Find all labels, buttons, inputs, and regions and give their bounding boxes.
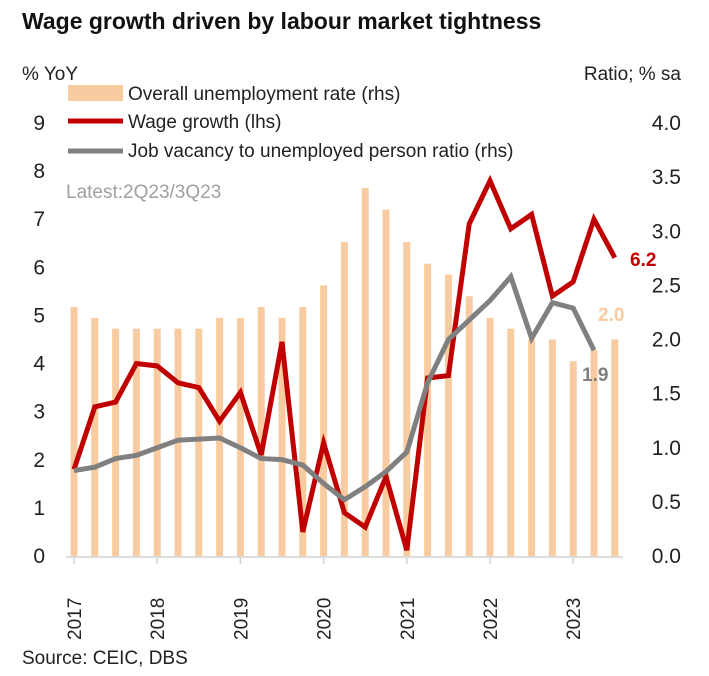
y-left-tick-4: 4 — [33, 353, 45, 376]
bar-1Q19 — [236, 317, 244, 556]
x-tick-label-2023: 2023 — [564, 598, 585, 640]
legend-swatch-unemployment — [68, 85, 123, 101]
line-vacancy-ratio — [73, 271, 597, 503]
bar-2Q22 — [507, 328, 515, 556]
x-tick-label-2019: 2019 — [231, 598, 252, 640]
y-right-tick-2.0: 2.0 — [652, 329, 681, 352]
x-tick-label-2018: 2018 — [148, 598, 169, 640]
y-left-tick-6: 6 — [33, 256, 45, 279]
bar-3Q20 — [361, 187, 369, 556]
legend-label-wage: Wage growth (lhs) — [128, 112, 281, 133]
y-right-tick-1.5: 1.5 — [652, 383, 681, 406]
y-right-tick-4.0: 4.0 — [652, 112, 681, 135]
y-left-tick-8: 8 — [33, 160, 45, 183]
bar-4Q19 — [299, 307, 307, 556]
bar-4Q22 — [548, 339, 556, 556]
y-right-tick-3.5: 3.5 — [652, 166, 681, 189]
x-tick-label-2017: 2017 — [65, 598, 86, 640]
latest-annotation: Latest:2Q23/3Q23 — [66, 182, 221, 203]
bar-1Q21 — [403, 242, 411, 556]
bar-1Q17 — [70, 307, 78, 556]
y-right-tick-3.0: 3.0 — [652, 220, 681, 243]
right-axis-label: Ratio; % sa — [584, 64, 682, 85]
y-left-tick-5: 5 — [33, 304, 45, 327]
bar-1Q18 — [153, 328, 161, 556]
x-tick-label-2020: 2020 — [315, 598, 336, 640]
left-axis-label: % YoY — [22, 64, 78, 85]
unemployment-end-label: 2.0 — [598, 305, 624, 326]
y-left-tick-7: 7 — [33, 208, 45, 231]
bar-2Q19 — [257, 307, 265, 556]
wage-end-label: 6.2 — [630, 250, 656, 271]
bar-2Q20 — [340, 242, 348, 556]
bar-3Q21 — [444, 274, 452, 556]
bar-3Q18 — [195, 328, 203, 556]
bar-2Q23 — [590, 350, 598, 556]
bar-1Q20 — [320, 285, 328, 556]
bar-4Q17 — [132, 328, 140, 556]
y-right-tick-1.0: 1.0 — [652, 437, 681, 460]
y-left-tick-2: 2 — [33, 449, 45, 472]
bar-4Q20 — [382, 209, 390, 556]
y-left-tick-9: 9 — [33, 112, 45, 135]
y-left-tick-0: 0 — [33, 545, 45, 568]
y-left-tick-1: 1 — [33, 497, 45, 520]
bar-4Q21 — [465, 296, 473, 556]
bar-3Q17 — [112, 328, 120, 556]
y-left-tick-3: 3 — [33, 401, 45, 424]
x-tick-label-2021: 2021 — [398, 598, 419, 640]
bar-2Q21 — [424, 263, 432, 556]
vacancy-end-label: 1.9 — [582, 365, 608, 386]
bar-3Q19 — [278, 317, 286, 556]
x-tick-label-2022: 2022 — [481, 598, 502, 640]
y-right-tick-0.0: 0.0 — [652, 545, 681, 568]
legend-label-unemployment: Overall unemployment rate (rhs) — [128, 84, 400, 105]
y-right-tick-2.5: 2.5 — [652, 274, 681, 297]
bar-1Q22 — [486, 317, 494, 556]
y-right-tick-0.5: 0.5 — [652, 491, 681, 514]
bar-3Q22 — [528, 339, 536, 556]
bar-2Q17 — [91, 317, 99, 556]
chart-title: Wage growth driven by labour market tigh… — [22, 8, 541, 34]
bar-1Q23 — [569, 361, 577, 556]
legend-label-vacancy: Job vacancy to unemployed person ratio (… — [128, 141, 513, 162]
source-note: Source: CEIC, DBS — [22, 648, 188, 669]
bar-3Q23 — [611, 339, 619, 556]
